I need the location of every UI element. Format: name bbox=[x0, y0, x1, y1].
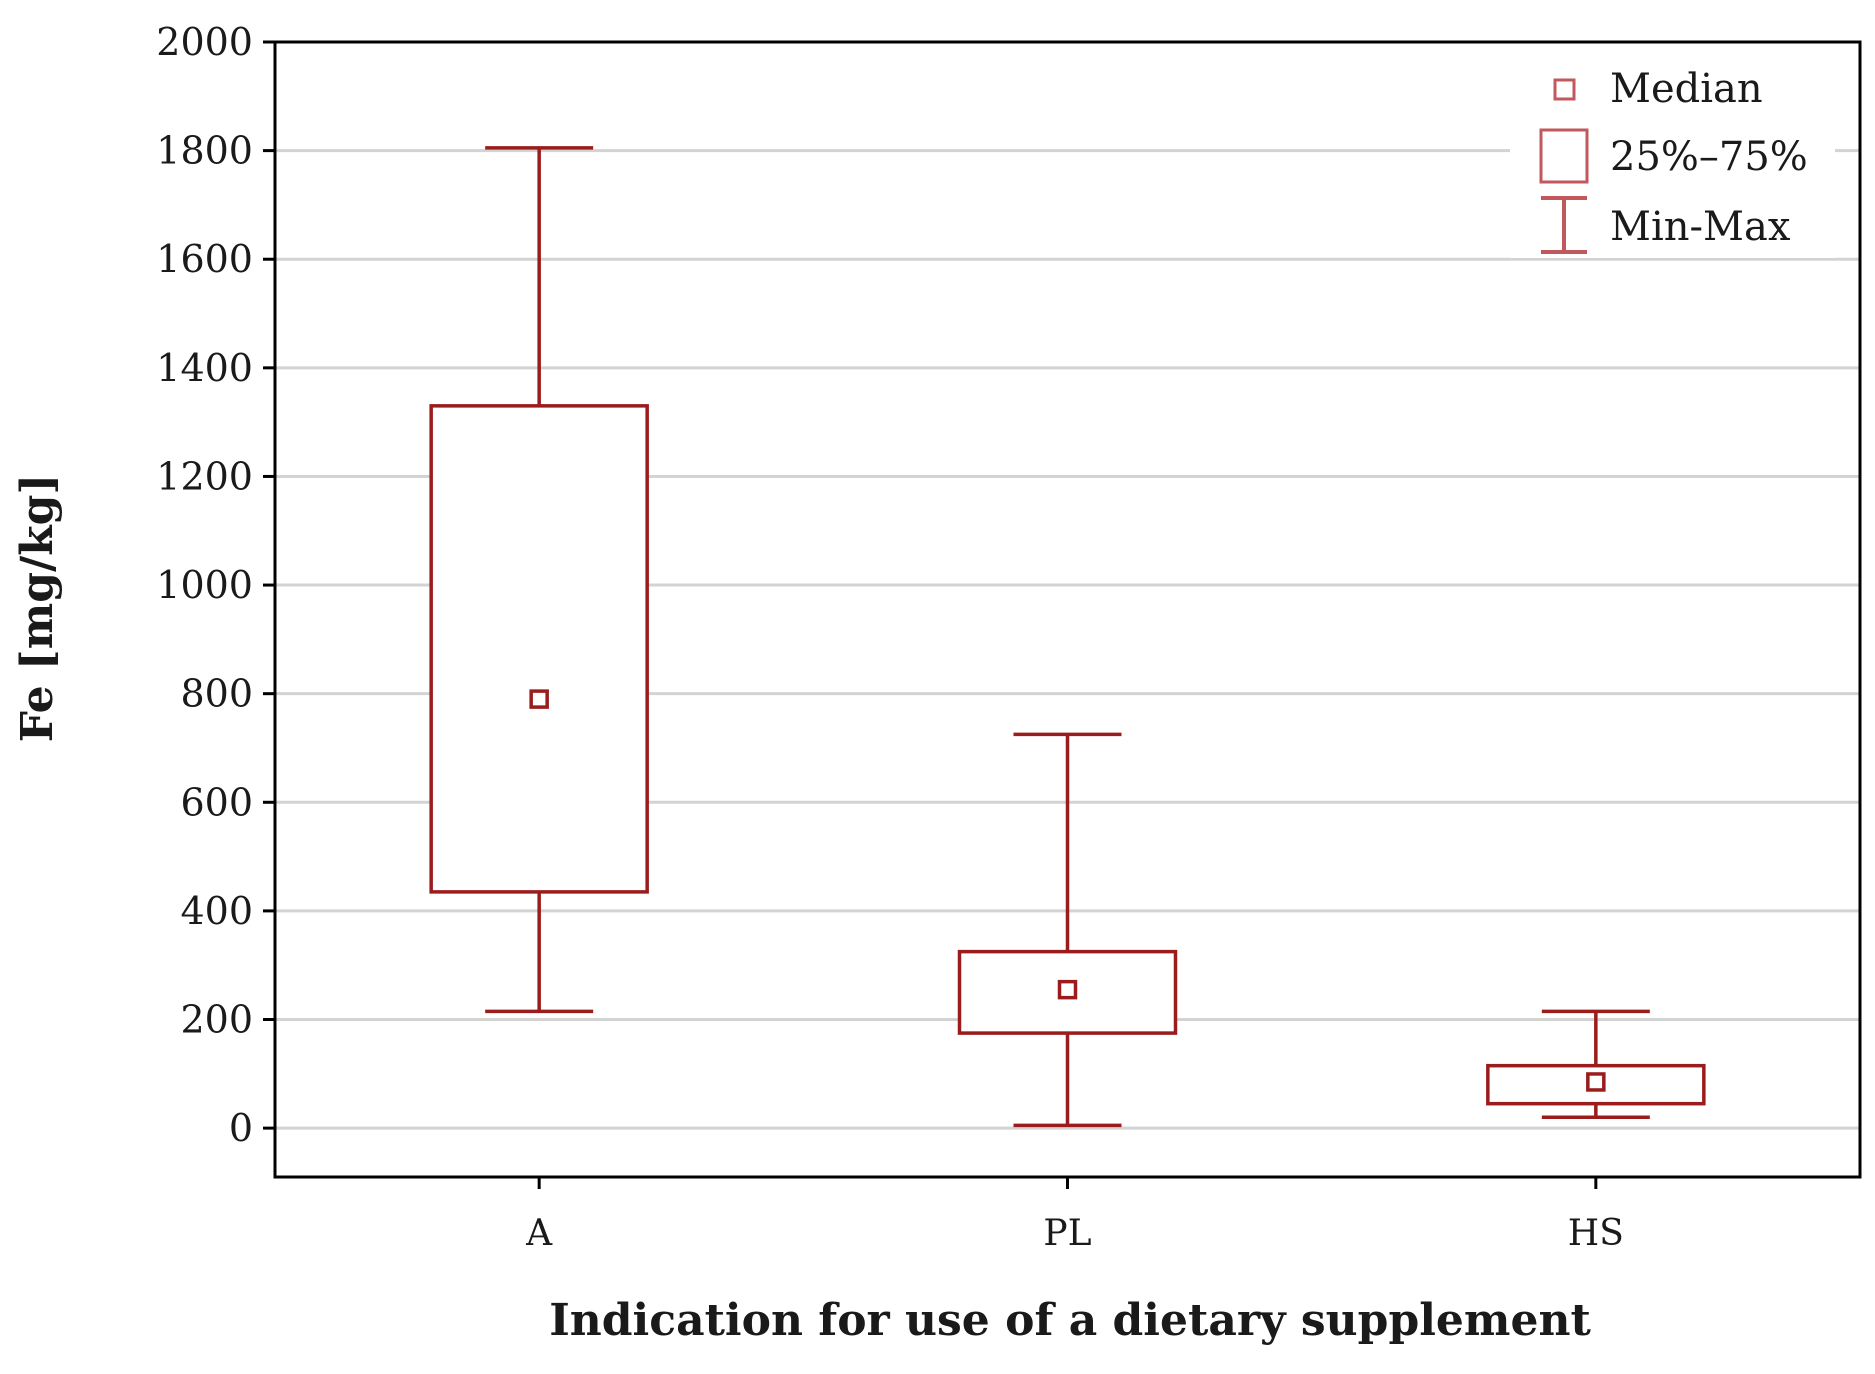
median-marker bbox=[529, 689, 549, 709]
y-tick-label: 400 bbox=[180, 889, 253, 933]
y-axis-ticks: 0 200 400 600 800 1000 1200 1400 1600 1800 2000 bbox=[156, 20, 275, 1150]
box-group-hs bbox=[1486, 1009, 1706, 1120]
median-marker bbox=[1586, 1072, 1606, 1092]
y-tick-label: 200 bbox=[180, 998, 253, 1042]
box-icon bbox=[1539, 128, 1589, 184]
box-group-a bbox=[429, 146, 649, 1014]
y-tick-label: 800 bbox=[180, 672, 253, 716]
y-tick-label: 1200 bbox=[156, 454, 253, 498]
median-square-icon bbox=[1553, 78, 1576, 101]
box-group-pl bbox=[957, 732, 1178, 1128]
boxes bbox=[429, 146, 1706, 1128]
y-tick-label: 0 bbox=[229, 1106, 253, 1150]
iqr-box bbox=[429, 404, 649, 894]
y-tick-label: 1000 bbox=[156, 563, 253, 607]
x-axis-ticks: A PL HS bbox=[525, 1177, 1624, 1254]
y-axis-title: Fe [mg/kg] bbox=[12, 474, 63, 742]
x-axis-title: Indication for use of a dietary suppleme… bbox=[549, 1295, 1591, 1346]
legend-label-quartiles: 25%–75% bbox=[1610, 134, 1808, 180]
x-tick-label: PL bbox=[1043, 1213, 1091, 1254]
whisker-icon bbox=[1541, 196, 1587, 254]
y-tick-label: 1400 bbox=[156, 346, 253, 390]
y-tick-label: 600 bbox=[180, 780, 253, 824]
median-marker bbox=[1057, 979, 1078, 1000]
x-tick-label: HS bbox=[1568, 1213, 1624, 1254]
legend-label-median: Median bbox=[1610, 66, 1763, 112]
y-tick-label: 2000 bbox=[156, 20, 253, 64]
legend: Median 25%–75% Min-Max bbox=[1510, 48, 1835, 258]
y-tick-label: 1800 bbox=[156, 129, 253, 173]
x-tick-label: A bbox=[525, 1213, 553, 1254]
legend-label-min-max: Min-Max bbox=[1610, 204, 1791, 250]
y-tick-label: 1600 bbox=[156, 237, 253, 281]
